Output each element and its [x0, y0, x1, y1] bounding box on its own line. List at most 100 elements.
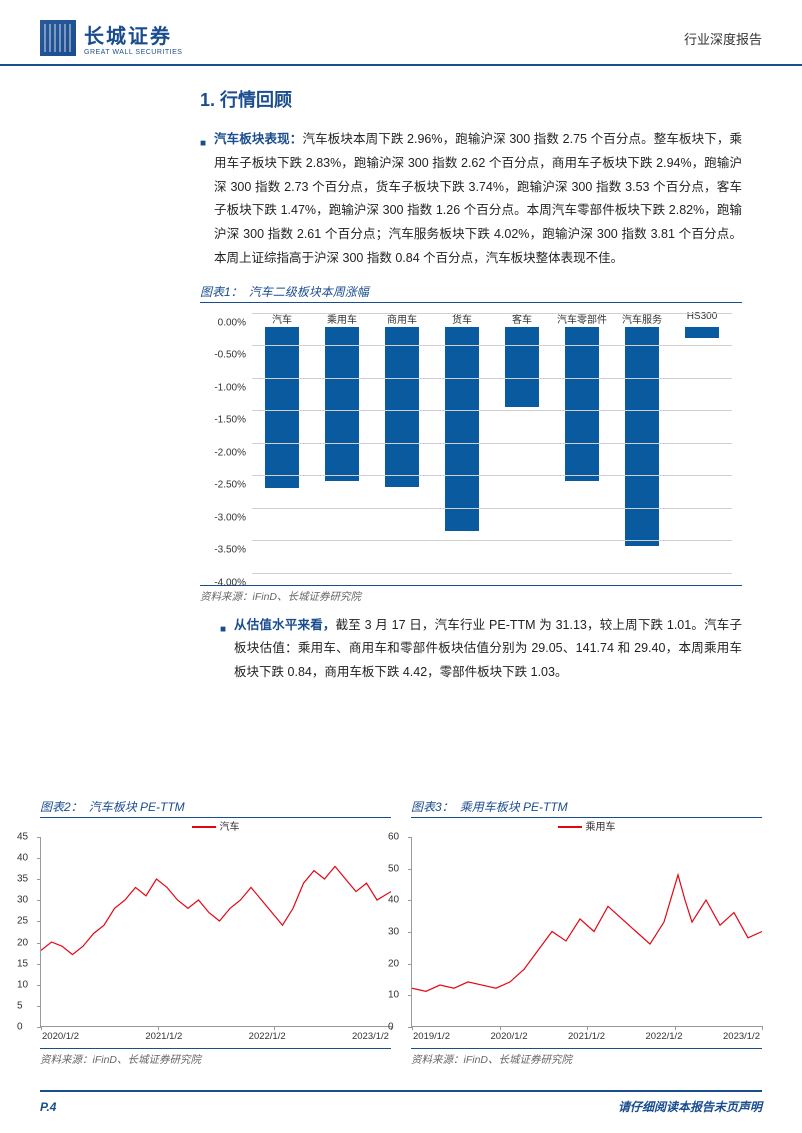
logo-en: GREAT WALL SECURITIES [84, 49, 182, 56]
mini-ytick [37, 943, 41, 944]
chart2-line [41, 837, 391, 1026]
chart1-gridline [252, 313, 732, 314]
chart2-legend: 汽车 [40, 818, 391, 833]
chart1-bar-slot [432, 327, 492, 573]
mini-xlabel: 2022/1/2 [249, 1031, 286, 1042]
mini-ylabel: 20 [17, 937, 28, 948]
chart1-bar-slot [552, 327, 612, 573]
chart2-rule-bot [40, 1048, 391, 1049]
mini-ytick [37, 879, 41, 880]
chart1-bar [565, 327, 599, 481]
chart1-bar [625, 327, 659, 547]
chart1-ylabel: -3.50% [214, 545, 246, 556]
footer-disclaimer: 请仔细阅读本报告末页声明 [618, 1098, 762, 1115]
mini-xlabel: 2023/1/2 [352, 1031, 389, 1042]
mini-ylabel: 40 [17, 853, 28, 864]
chart1-bar-slot [372, 327, 432, 573]
chart1-gridline [252, 345, 732, 346]
mini-ytick [37, 858, 41, 859]
mini-ytick [37, 837, 41, 838]
mini-ylabel: 50 [388, 863, 399, 874]
main-content: 1. 行情回顾 ■ 汽车板块表现：汽车板块本周下跌 2.96%，跑输沪深 300… [0, 66, 802, 685]
mini-ytick [408, 995, 412, 996]
chart1-gridline [252, 540, 732, 541]
chart1-source: 资料来源：iFinD、长城证券研究院 [200, 589, 742, 604]
mini-xlabel: 2019/1/2 [413, 1031, 450, 1042]
mini-ytick [408, 964, 412, 965]
mini-ytick [37, 964, 41, 965]
legend-line-icon [192, 826, 216, 828]
chart1-label: 图表1： [200, 283, 243, 300]
chart1-gridline [252, 378, 732, 379]
para1-body: 汽车板块本周下跌 2.96%，跑输沪深 300 指数 2.75 个百分点。整车板… [214, 132, 742, 265]
lower-charts: 图表2： 汽车板块 PE-TTM 汽车 051015202530354045 2… [40, 790, 762, 1077]
chart1-ylabel: -1.50% [214, 415, 246, 426]
chart1-gridline [252, 475, 732, 476]
mini-ytick [37, 900, 41, 901]
chart1-bar [265, 327, 299, 489]
doc-type: 行业深度报告 [684, 29, 762, 48]
chart3-legend: 乘用车 [411, 818, 762, 833]
para2-lead: 从估值水平来看， [234, 618, 336, 632]
mini-xtick [587, 1026, 588, 1030]
chart1-plotarea: 汽车乘用车商用车货车客车汽车零部件汽车服务HS300 [252, 313, 732, 573]
chart1-gridline [252, 508, 732, 509]
logo-icon [40, 20, 76, 56]
chart3-plot: 0102030405060 [411, 837, 762, 1027]
mini-ylabel: 60 [388, 832, 399, 843]
chart2-xlabels: 2020/1/2 2021/1/2 2022/1/2 2023/1/2 [40, 1031, 391, 1042]
mini-ylabel: 25 [17, 916, 28, 927]
mini-ytick [408, 900, 412, 901]
chart1-bar-slot [612, 327, 672, 573]
mini-xlabel: 2023/1/2 [723, 1031, 760, 1042]
mini-ylabel: 45 [17, 832, 28, 843]
mini-ytick [408, 837, 412, 838]
chart1-bar-slot [672, 327, 732, 573]
mini-xlabel: 2020/1/2 [42, 1031, 79, 1042]
chart1-ylabel: -4.00% [214, 577, 246, 588]
chart1-yaxis: 0.00%-0.50%-1.00%-1.50%-2.00%-2.50%-3.00… [200, 313, 250, 573]
mini-ylabel: 15 [17, 958, 28, 969]
mini-ylabel: 0 [388, 1022, 394, 1033]
chart1-bar [505, 327, 539, 407]
mini-ylabel: 0 [17, 1022, 23, 1033]
mini-xtick [158, 1026, 159, 1030]
chart1-bar-slot [492, 327, 552, 573]
chart3: 图表3： 乘用车板块 PE-TTM 乘用车 0102030405060 2019… [411, 790, 762, 1077]
chart2: 图表2： 汽车板块 PE-TTM 汽车 051015202530354045 2… [40, 790, 391, 1077]
chart3-title-row: 图表3： 乘用车板块 PE-TTM [411, 798, 762, 815]
mini-ytick [37, 985, 41, 986]
chart1-rule-bot [200, 585, 742, 586]
chart1-bar-slot [252, 327, 312, 573]
section-title: 1. 行情回顾 [200, 86, 742, 112]
chart1-ylabel: -1.00% [214, 382, 246, 393]
page-header: 长城证券 GREAT WALL SECURITIES 行业深度报告 [0, 0, 802, 66]
paragraph-2-text: 从估值水平来看，截至 3 月 17 日，汽车行业 PE-TTM 为 31.13，… [234, 614, 742, 685]
legend-line-icon [558, 826, 582, 828]
chart3-rule-bot [411, 1048, 762, 1049]
paragraph-1: ■ 汽车板块表现：汽车板块本周下跌 2.96%，跑输沪深 300 指数 2.75… [200, 128, 742, 271]
chart2-title-row: 图表2： 汽车板块 PE-TTM [40, 798, 391, 815]
chart1-ylabel: -2.00% [214, 447, 246, 458]
chart1-name: 汽车二级板块本周涨幅 [249, 283, 369, 300]
mini-xtick [41, 1026, 42, 1030]
mini-ylabel: 35 [17, 874, 28, 885]
mini-xlabel: 2021/1/2 [145, 1031, 182, 1042]
chart1-ylabel: 0.00% [218, 317, 246, 328]
chart1-bar-slot [312, 327, 372, 573]
chart1-ylabel: -0.50% [214, 350, 246, 361]
mini-xtick [675, 1026, 676, 1030]
chart3-legend-text: 乘用车 [586, 822, 616, 833]
chart2-source: 资料来源：iFinD、长城证券研究院 [40, 1052, 391, 1067]
chart1-bar [445, 327, 479, 531]
mini-xtick [762, 1026, 763, 1030]
mini-ytick [408, 869, 412, 870]
mini-xtick [274, 1026, 275, 1030]
logo-area: 长城证券 GREAT WALL SECURITIES [40, 20, 182, 56]
mini-ytick [37, 921, 41, 922]
para1-lead: 汽车板块表现： [214, 132, 302, 146]
chart2-plot: 051015202530354045 [40, 837, 391, 1027]
mini-xlabel: 2022/1/2 [646, 1031, 683, 1042]
chart1-ylabel: -3.00% [214, 512, 246, 523]
chart3-xlabels: 2019/1/22020/1/22021/1/22022/1/22023/1/2 [411, 1031, 762, 1042]
